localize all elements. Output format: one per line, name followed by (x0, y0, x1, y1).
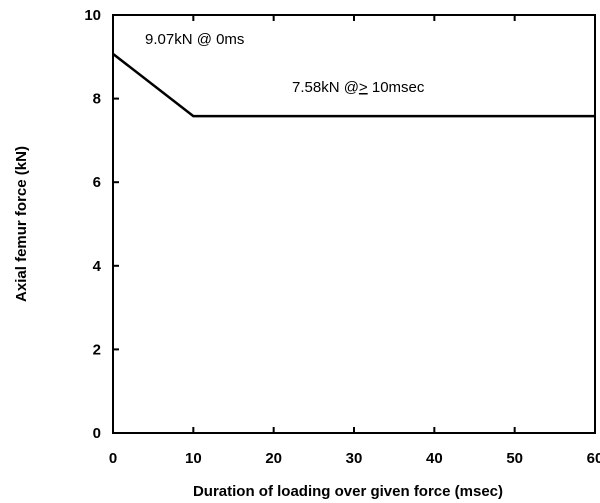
annotation-plateau-suffix: 10msec (368, 79, 425, 96)
x-tick-label: 60 (587, 450, 600, 467)
series-group (112, 52, 595, 118)
y-tick-label: 2 (93, 341, 101, 358)
annotation-plateau-prefix: 7.58kN @ (292, 79, 359, 96)
y-tick-label: 4 (93, 258, 102, 275)
x-tick-label: 20 (265, 450, 282, 467)
annotation-plateau-underlined: > (359, 79, 368, 96)
x-tick-label: 30 (346, 450, 363, 467)
force-threshold-line (112, 52, 595, 118)
y-axis-title: Axial femur force (kN) (13, 146, 30, 302)
y-tick-label: 8 (93, 91, 101, 108)
y-tick-labels: 0 2 4 6 8 10 (84, 7, 101, 442)
y-tick-label: 0 (93, 425, 101, 442)
x-tick-label: 0 (109, 450, 117, 467)
annotation-plateau: 7.58kN @> 10msec (292, 79, 425, 96)
x-axis-title: Duration of loading over given force (ms… (193, 483, 503, 500)
axis-ticks (112, 14, 596, 434)
x-tick-labels: 0 10 20 30 40 50 60 (109, 450, 600, 467)
annotation-peak: 9.07kN @ 0ms (145, 31, 244, 48)
y-tick-label: 10 (84, 7, 101, 24)
plot-frame (112, 14, 596, 434)
y-tick-label: 6 (93, 174, 101, 191)
x-tick-label: 10 (185, 450, 202, 467)
x-tick-label: 40 (426, 450, 443, 467)
x-tick-label: 50 (506, 450, 523, 467)
